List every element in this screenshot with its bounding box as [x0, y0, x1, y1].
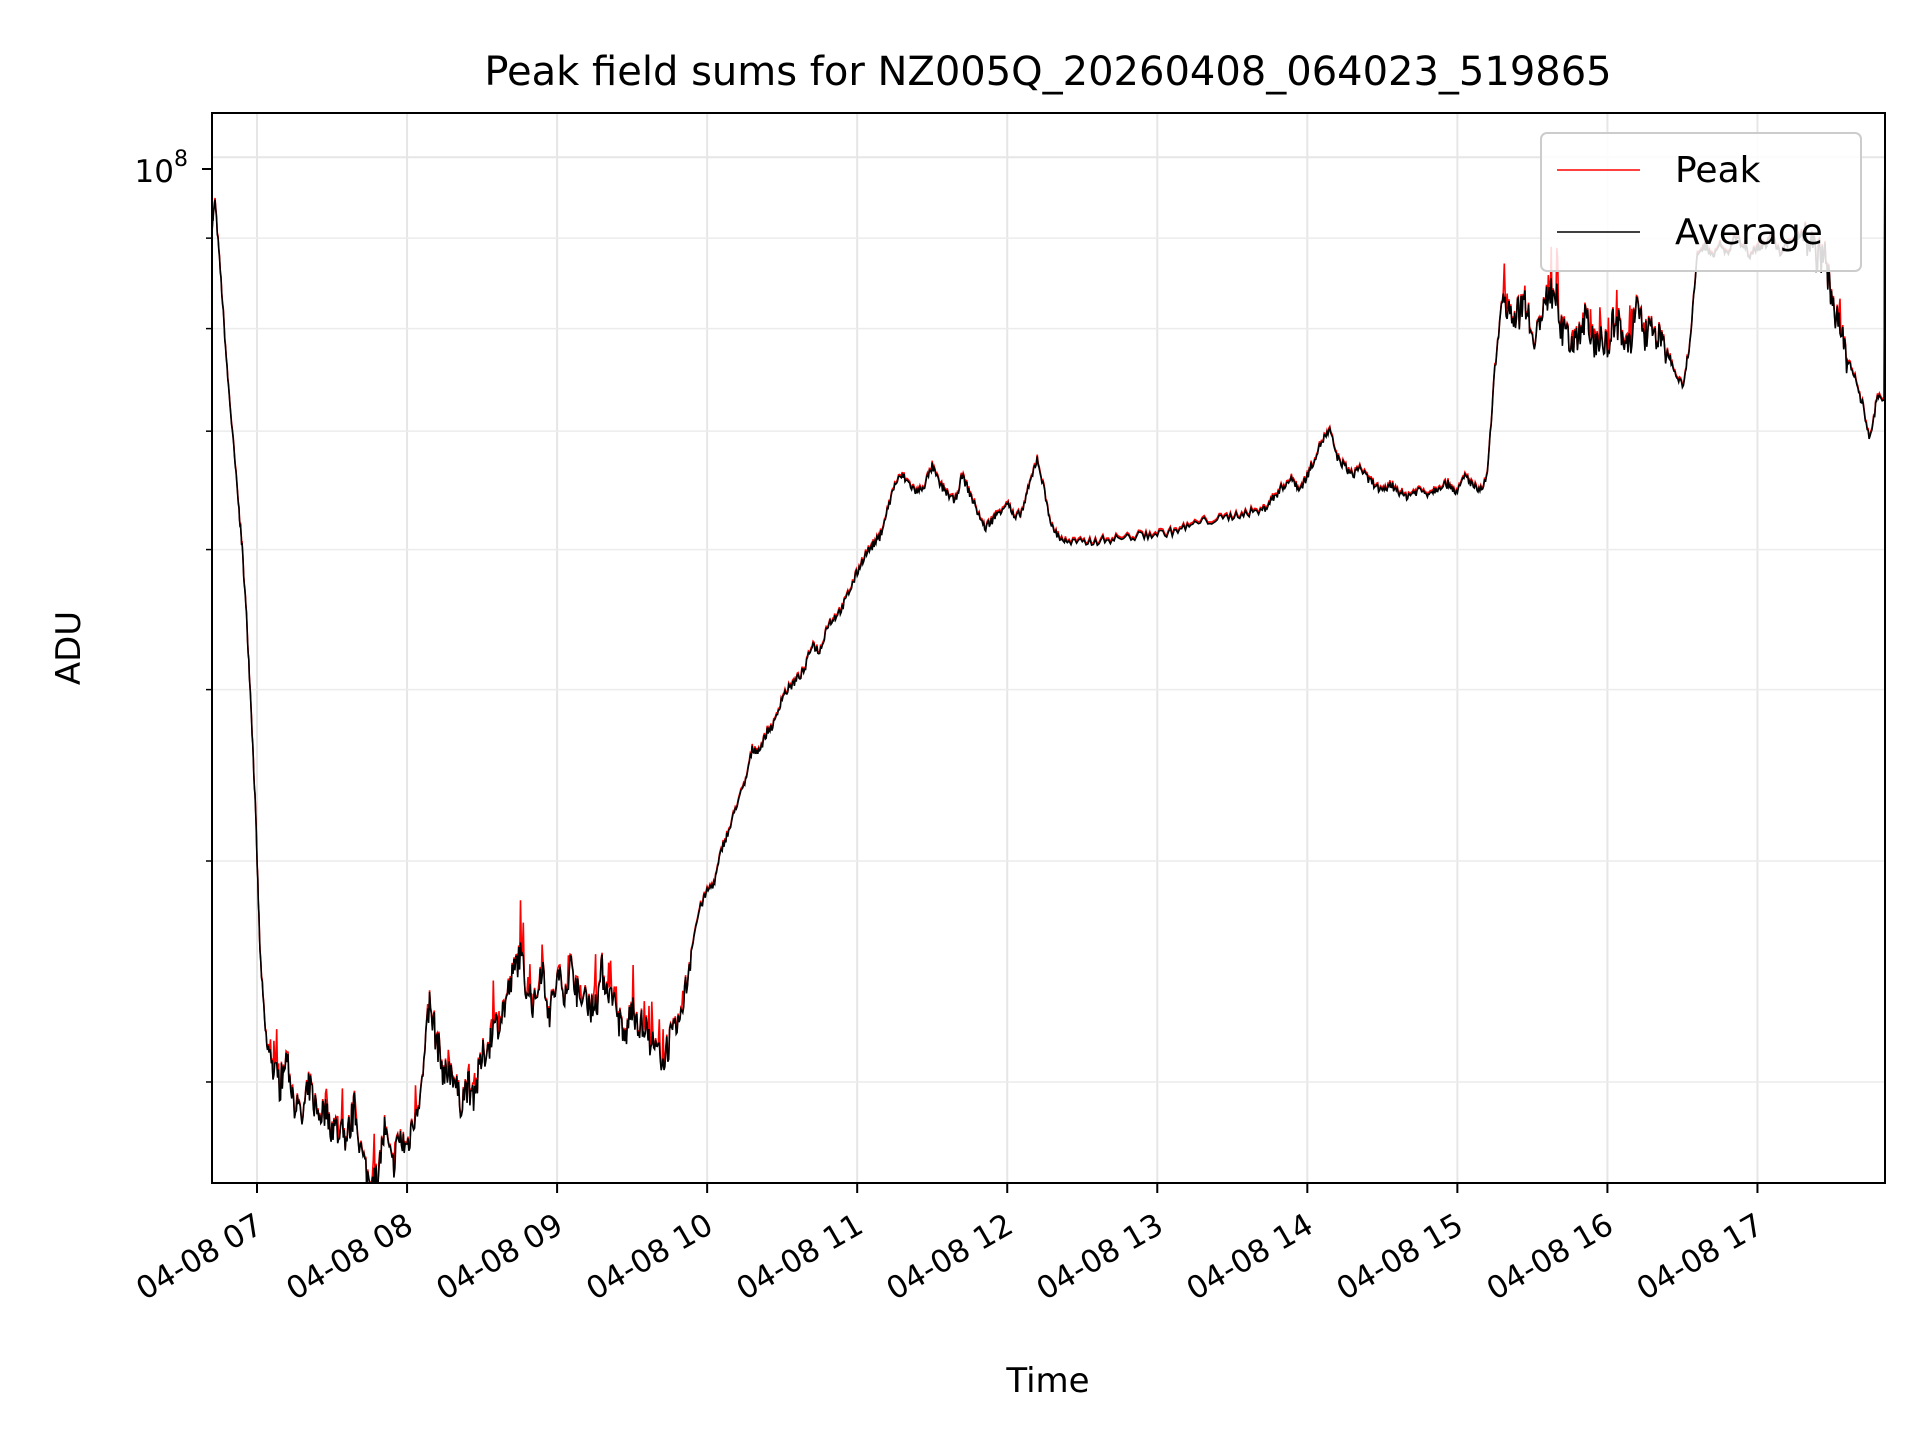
y-axis-ticks: 108 [135, 147, 212, 1083]
series-lines [212, 113, 1885, 1183]
x-axis-label: Time [1005, 1361, 1089, 1401]
legend-peak-label: Peak [1675, 150, 1761, 191]
plot-frame [211, 112, 1886, 1184]
legend-box [1540, 132, 1862, 272]
legend: Peak Average [1540, 132, 1862, 272]
series-average-line [212, 113, 1885, 1183]
y-tick-label: 108 [135, 147, 188, 190]
legend-average-label: Average [1675, 212, 1823, 253]
chart-title: Peak field sums for NZ005Q_20260408_0640… [484, 49, 1611, 95]
y-axis-label: ADU [49, 611, 89, 685]
